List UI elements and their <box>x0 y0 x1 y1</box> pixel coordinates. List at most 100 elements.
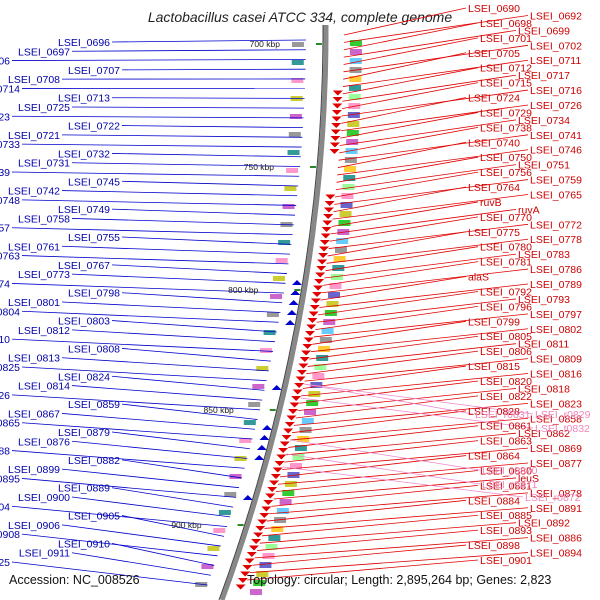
annotation-block <box>282 490 295 496</box>
gene-label-reverse: LSEI_0798 <box>68 288 120 300</box>
gene-connector-forward <box>321 268 529 294</box>
gene-connector-reverse <box>111 543 215 566</box>
gene-label-reverse: LSEI_0906 <box>8 520 60 532</box>
gene-connector-forward <box>341 89 529 117</box>
gene-label-forward: LSEI_0741 <box>530 130 582 142</box>
gene-connector-forward <box>312 320 467 345</box>
forward-gene-arrow <box>322 220 333 226</box>
gene-label-reverse: LSEI_0739 <box>0 167 10 179</box>
annotation-block <box>289 114 302 119</box>
gene-connector-forward <box>249 552 529 574</box>
annotation-block <box>316 355 329 361</box>
annotation-block <box>201 564 214 569</box>
gene-connector-reverse <box>111 264 288 274</box>
annotation-block <box>234 456 247 461</box>
annotation-block <box>279 499 292 505</box>
gene-connector-reverse <box>111 97 305 99</box>
forward-gene-arrow <box>323 207 334 213</box>
gene-connector-reverse <box>61 190 298 197</box>
annotation-block <box>340 202 353 208</box>
gene-connector-reverse <box>21 422 253 440</box>
forward-gene-arrow <box>330 136 341 141</box>
gene-connector-forward <box>309 335 479 360</box>
gene-label-forward: LSEI_0863 <box>480 436 532 448</box>
gene-label-forward: LSEI_0878 <box>530 488 582 500</box>
forward-gene-arrow <box>318 253 329 258</box>
annotation-block <box>347 121 360 127</box>
forward-gene-arrow <box>288 409 299 414</box>
gene-connector-reverse <box>61 245 290 255</box>
forward-gene-arrow <box>244 558 255 564</box>
reverse-gene-arrow <box>256 445 267 450</box>
forward-gene-arrow <box>255 526 266 531</box>
forward-gene-arrow <box>317 259 328 265</box>
forward-gene-arrow <box>305 331 316 336</box>
gene-label-forward: LSEI_0796 <box>480 301 532 313</box>
gene-connector-reverse <box>111 487 234 508</box>
forward-gene-arrow <box>274 461 285 466</box>
gene-label-reverse: LSEI_0722 <box>68 121 120 133</box>
forward-gene-arrow <box>313 285 324 291</box>
gene-connector-forward <box>317 291 479 316</box>
connector-layer <box>11 7 534 586</box>
forward-gene-arrow <box>278 448 289 453</box>
gene-label-forward: LSEI_0880 <box>480 465 532 477</box>
forward-gene-arrow <box>259 513 270 518</box>
forward-gene-arrow <box>269 480 280 486</box>
rna-connector <box>286 453 481 485</box>
gene-label-forward: LSEI_0765 <box>530 189 582 201</box>
gene-connector-forward <box>331 201 479 227</box>
gene-label-forward: LSEI_0822 <box>480 391 532 403</box>
forward-gene-arrow <box>329 142 340 148</box>
gene-connector-forward <box>342 67 479 95</box>
annotation-block <box>239 438 252 443</box>
gene-connector-forward <box>313 313 529 338</box>
gene-label-reverse: LSEI_0773 <box>18 269 70 281</box>
annotation-block <box>259 562 272 568</box>
annotation-block <box>344 166 357 172</box>
gene-connector-forward <box>340 112 479 139</box>
annotation-block <box>263 330 276 335</box>
gene-connector-reverse <box>71 273 286 284</box>
gene-connector-forward <box>316 298 517 323</box>
gene-connector-reverse <box>21 310 279 323</box>
forward-gene-arrow <box>261 506 272 512</box>
gene-connector-forward <box>334 179 529 205</box>
gene-label-reverse: LSEI_0865 <box>0 418 20 430</box>
forward-gene-arrow <box>321 227 332 232</box>
gene-label-forward: LSEI_0809 <box>530 354 582 366</box>
gene-label-forward: ruvA <box>518 204 540 216</box>
gene-label-reverse: LSEI_0723 <box>0 111 10 123</box>
gene-connector-reverse <box>11 394 260 411</box>
gene-label-reverse: LSEI_0876 <box>18 436 70 448</box>
annotation-block <box>252 384 265 389</box>
annotation-block <box>308 391 321 397</box>
annotation-block <box>278 240 291 245</box>
gene-label-reverse: LSEI_0879 <box>58 427 110 439</box>
gene-label-forward: LSEI_0816 <box>530 369 582 381</box>
gene-connector-reverse <box>71 440 248 459</box>
gene-connector-reverse <box>121 68 306 71</box>
annotation-block <box>349 85 362 91</box>
annotation-block <box>330 274 343 280</box>
gene-connector-reverse <box>111 153 301 158</box>
annotation-block <box>271 526 284 532</box>
annotation-block <box>207 546 220 551</box>
gene-connector-forward <box>337 149 529 176</box>
reverse-gene-arrow <box>286 310 297 315</box>
rna-connector <box>282 466 524 498</box>
annotation-block <box>349 49 362 55</box>
forward-gene-arrow <box>302 344 313 349</box>
gene-connector-reverse <box>121 515 225 537</box>
gene-label-forward: LSEI_0789 <box>530 279 582 291</box>
gene-label-forward: LSEI_0869 <box>530 443 582 455</box>
rna-label: LSEI_r0871 <box>482 479 538 491</box>
gene-connector-reverse <box>61 413 256 430</box>
gene-label-reverse: LSEI_0707 <box>68 65 120 77</box>
gene-label-forward: LSEI_0705 <box>468 48 520 60</box>
gene-connector-forward <box>275 470 479 493</box>
gene-connector-forward <box>341 97 467 124</box>
gene-connector-reverse <box>71 49 306 52</box>
gene-label-forward: LSEI_0786 <box>530 264 582 276</box>
